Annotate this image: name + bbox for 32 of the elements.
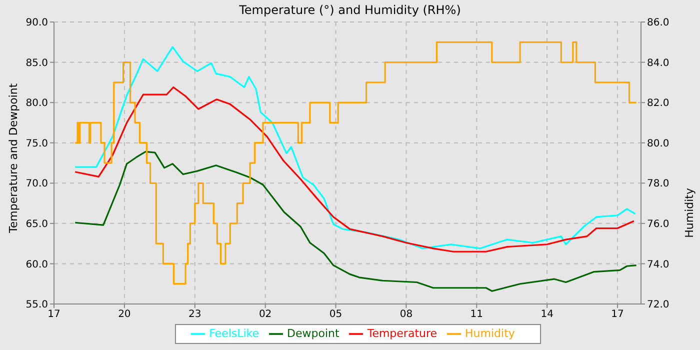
y-tick-label: 85.0 [26, 58, 48, 69]
x-tick-label: 17 [48, 309, 60, 320]
x-tick-label: 20 [118, 309, 131, 320]
y2-tick-label: 78.0 [647, 178, 670, 190]
y-tick-label: 65.0 [26, 218, 48, 230]
y-tick-label: 70.0 [26, 178, 48, 190]
legend-label: FeelsLike [209, 327, 260, 340]
y2-tick-label: 84.0 [647, 58, 670, 69]
y-tick-label: 80.0 [26, 98, 48, 110]
y2-tick-label: 72.0 [647, 300, 670, 311]
legend-label: Temperature [367, 327, 438, 340]
x-tick-label: 08 [400, 309, 413, 320]
y2-tick-label: 82.0 [647, 98, 670, 110]
x-tick-label: 23 [188, 309, 202, 320]
y-tick-label: 75.0 [26, 138, 48, 150]
y2-tick-label: 76.0 [647, 218, 670, 230]
y2-tick-label: 80.0 [647, 138, 670, 150]
y2-axis-title: Humidity [682, 188, 696, 238]
y-tick-label: 55.0 [26, 300, 48, 311]
y2-tick-label: 86.0 [647, 18, 670, 29]
x-tick-label: 17 [611, 309, 624, 320]
y-tick-label: 60.0 [26, 259, 48, 270]
y-axis-title: Temperature and Dewpoint [6, 82, 20, 234]
x-tick-label: 11 [470, 309, 484, 320]
legend-label: Humidity [465, 327, 515, 340]
y-tick-label: 90.0 [26, 18, 48, 29]
x-tick-label: 14 [540, 309, 554, 320]
x-tick-label: 05 [329, 309, 342, 320]
y2-tick-label: 74.0 [647, 259, 670, 270]
legend-label: Dewpoint [287, 327, 340, 340]
chart-title: Temperature (°) and Humidity (RH%) [238, 3, 462, 17]
x-tick-label: 02 [258, 309, 272, 320]
